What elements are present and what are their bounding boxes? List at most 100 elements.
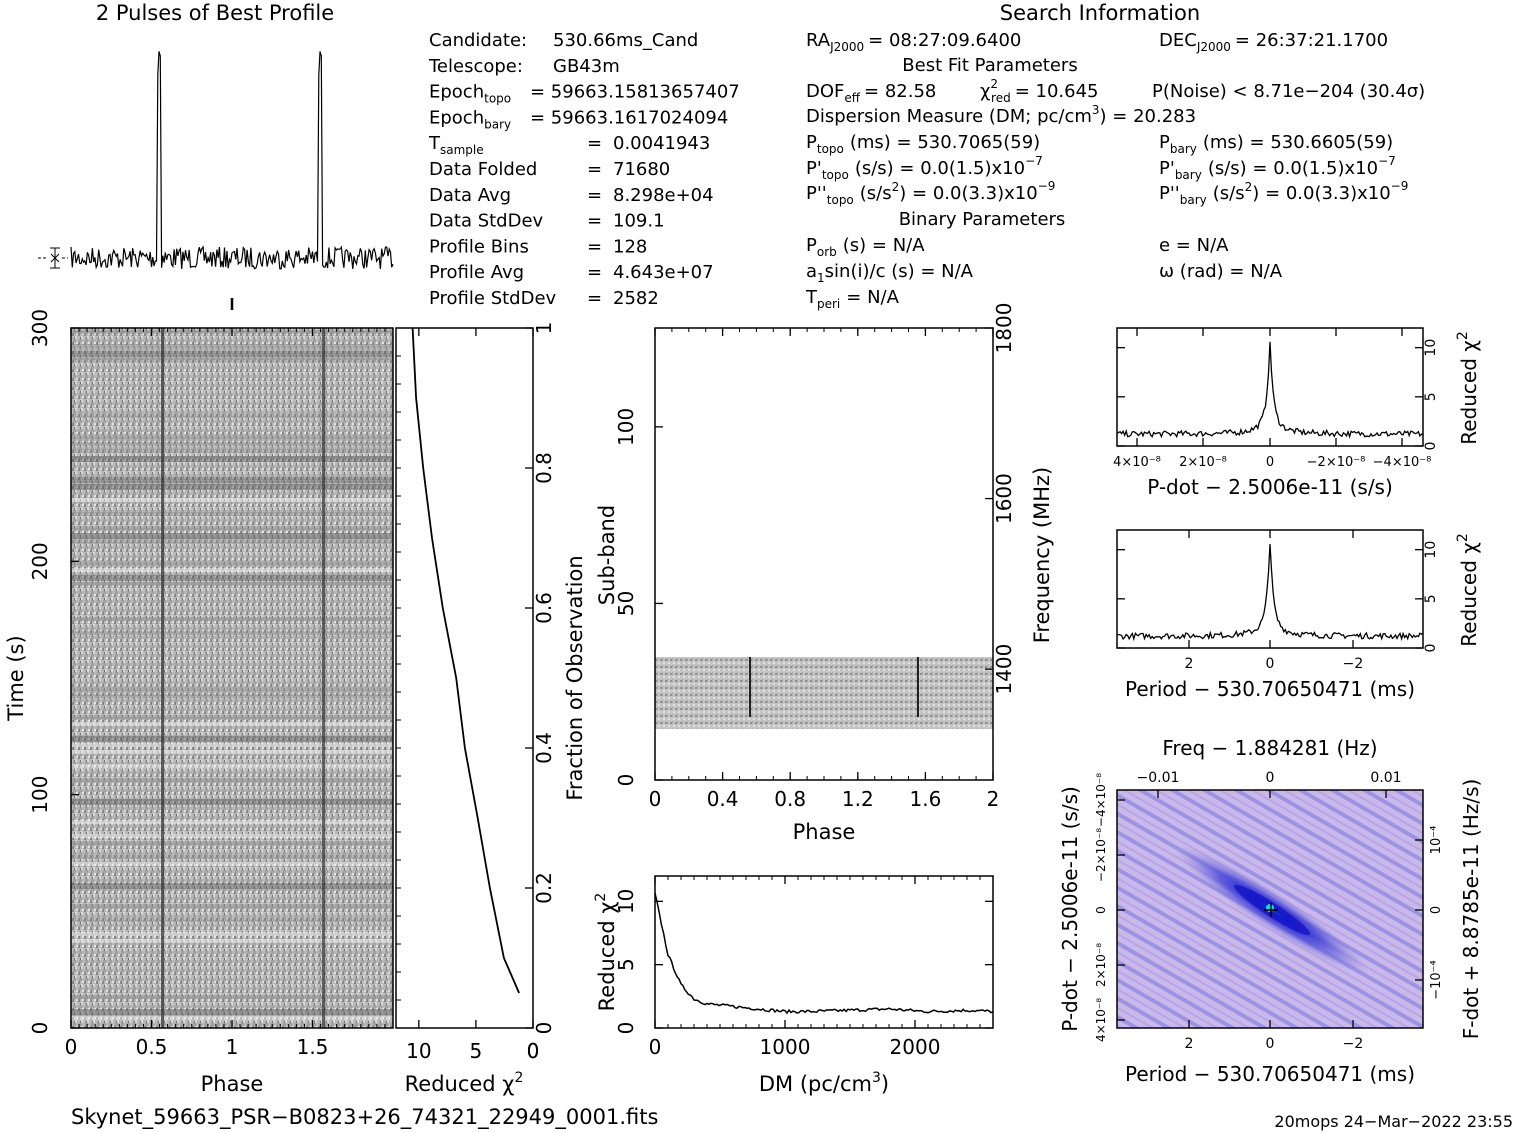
tick-label: −2×10⁻⁸: [1094, 828, 1108, 882]
subband-image: [655, 657, 993, 729]
tick-label: 0: [1423, 442, 1439, 451]
tick-label: 10: [406, 1039, 431, 1063]
time-band: [71, 736, 393, 742]
time-phase-xlabel: Phase: [201, 1072, 264, 1096]
tick-label: −10⁻⁴: [1429, 960, 1444, 1000]
time-band: [71, 778, 393, 782]
tick-label: 0.2: [532, 872, 556, 904]
tick-label: 0: [532, 1022, 556, 1035]
tick-label: 0.8: [532, 452, 556, 484]
cand-row-val: 71680: [613, 159, 670, 180]
subband-xlabel: Phase: [793, 820, 856, 844]
dm-axes: 0 1000 2000 0 5 10: [614, 876, 994, 1059]
cand-row-eq: =: [587, 236, 602, 257]
tick-label: 300: [28, 309, 52, 347]
candidate-info-table: Candidate: 530.66ms_Cand Telescope: GB43m Ep…: [428, 30, 740, 309]
chi-fraction-ylabel: Fraction of Observation: [563, 555, 587, 800]
cand-row-val: 109.1: [613, 211, 665, 232]
binary-title: Binary Parameters: [899, 209, 1066, 230]
p-pdot-crosshair: [1264, 903, 1278, 917]
dm-xlabel: DM (pc/cm3): [759, 1070, 889, 1096]
tick-label: −2: [1343, 656, 1364, 672]
time-band: [71, 932, 393, 936]
cand-row-key: Tsample: [428, 133, 484, 157]
tick-label: 1600: [992, 473, 1016, 524]
tick-label: 5: [1423, 392, 1439, 401]
pdot-plot: 4×10⁻⁸ 2×10⁻⁸ 0 −2×10⁻⁸ −4×10⁻⁸ 0 5 10 P-dot − …: [1113, 327, 1481, 499]
time-band: [71, 477, 393, 483]
dm-ylabel: Reduced χ2: [593, 893, 619, 1012]
subband-plot: 0 0.4 0.8 1.2 1.6 2 0 50 100 1400 1600 1800 Phase S…: [595, 303, 1054, 844]
cand-row-eq: =: [587, 262, 602, 283]
pdot-xlabel: P-dot − 2.5006e-11 (s/s): [1147, 475, 1393, 499]
cand-row-eq: =: [587, 159, 602, 180]
time-phase-axes: 0 0.5 1 1.5 0 100 200 300: [28, 309, 394, 1059]
time-band: [71, 918, 393, 922]
time-band: [71, 456, 393, 462]
tick-label: 0: [65, 1035, 78, 1059]
subband-pulse-1: [749, 657, 751, 717]
tick-label: 2000: [890, 1035, 941, 1059]
time-band: [71, 526, 393, 530]
profile-trace: [70, 51, 394, 270]
tick-label: 1.5: [297, 1035, 329, 1059]
ecc-row: e = N/A: [1159, 235, 1229, 256]
tick-label: 2: [1185, 1036, 1194, 1052]
tick-label: 0.4: [707, 787, 739, 811]
tick-label: 0: [649, 1035, 662, 1059]
profile-plot: 2 Pulses of Best Profile: [38, 1, 394, 310]
pdot-bary-row: P'bary (s/s) = 0.0(1.5)x10−7: [1159, 154, 1396, 182]
cand-row-key: Epochtopo: [429, 82, 511, 106]
cand-row-key: Profile StdDev: [429, 288, 557, 309]
cand-row-key: Telescope:: [428, 56, 523, 77]
pulse-track-1: [161, 328, 164, 1028]
pbary-row: Pbary (ms) = 530.6605(59): [1159, 132, 1393, 156]
time-band: [71, 883, 393, 889]
time-band: [71, 498, 393, 502]
tick-label: 2×10⁻⁸: [1094, 943, 1108, 987]
dof-row: DOFeff = 82.58: [806, 81, 936, 105]
cand-row-val: 2582: [613, 288, 659, 309]
tick-label: 4×10⁻⁸: [1113, 455, 1161, 470]
tick-label: 10: [1423, 339, 1439, 357]
tick-label: 2: [987, 787, 1000, 811]
time-band: [71, 764, 393, 768]
cand-row-key: Data StdDev: [429, 211, 544, 232]
tick-label: 10⁻⁴: [1429, 826, 1444, 855]
pddot-bary-row: P''bary (s/s2) = 0.0(3.3)x10−9: [1159, 179, 1408, 207]
ra-row: RAJ2000 = 08:27:09.6400: [806, 30, 1021, 54]
time-band: [71, 995, 393, 999]
tick-label: 0.5: [136, 1035, 168, 1059]
tick-label: −4×10⁻⁸: [1094, 773, 1108, 827]
tick-label: 1.2: [842, 787, 874, 811]
frequency-ylabel: Frequency (MHz): [1030, 467, 1054, 643]
profile-error-bar: [38, 247, 68, 269]
tick-label: 0: [614, 774, 638, 787]
time-band: [71, 743, 393, 747]
period-trace: [1116, 544, 1424, 642]
period-plot: 2 0 −2 0 5 10 Period − 530.70650471 (ms) Redu…: [1116, 529, 1481, 701]
time-band: [71, 435, 393, 439]
tick-label: −0.01: [1137, 770, 1180, 786]
tick-label: 0: [527, 1039, 540, 1063]
p-pdot-plot: 2 0 −2 −0.01 0 0.01 4×10⁻⁸ 2×10⁻⁸ 0 −2×10⁻⁸−4×10⁻…: [1058, 736, 1483, 1086]
cand-row-key: Data Folded: [429, 159, 537, 180]
period-ylabel: Reduced χ2: [1455, 533, 1481, 647]
tick-label: 200: [28, 542, 52, 580]
cand-row-val: = 59663.1617024094: [530, 107, 728, 128]
time-band: [71, 687, 393, 691]
cand-row-key: Candidate:: [429, 30, 527, 51]
p-noise: P(Noise) < 8.71e−204 (30.4σ): [1152, 81, 1425, 102]
cand-row-val: GB43m: [553, 56, 620, 77]
cand-row-key: Profile Avg: [429, 262, 524, 283]
p-pdot-xlabel: Period − 530.70650471 (ms): [1125, 1062, 1415, 1086]
tick-label: −2: [1343, 1036, 1364, 1052]
time-band: [71, 484, 393, 490]
tick-label: 5: [470, 1039, 483, 1063]
time-phase-image: [71, 328, 393, 1028]
tick-label: 0.8: [774, 787, 806, 811]
dec-row: DECJ2000 = 26:37:21.1700: [1159, 30, 1388, 54]
